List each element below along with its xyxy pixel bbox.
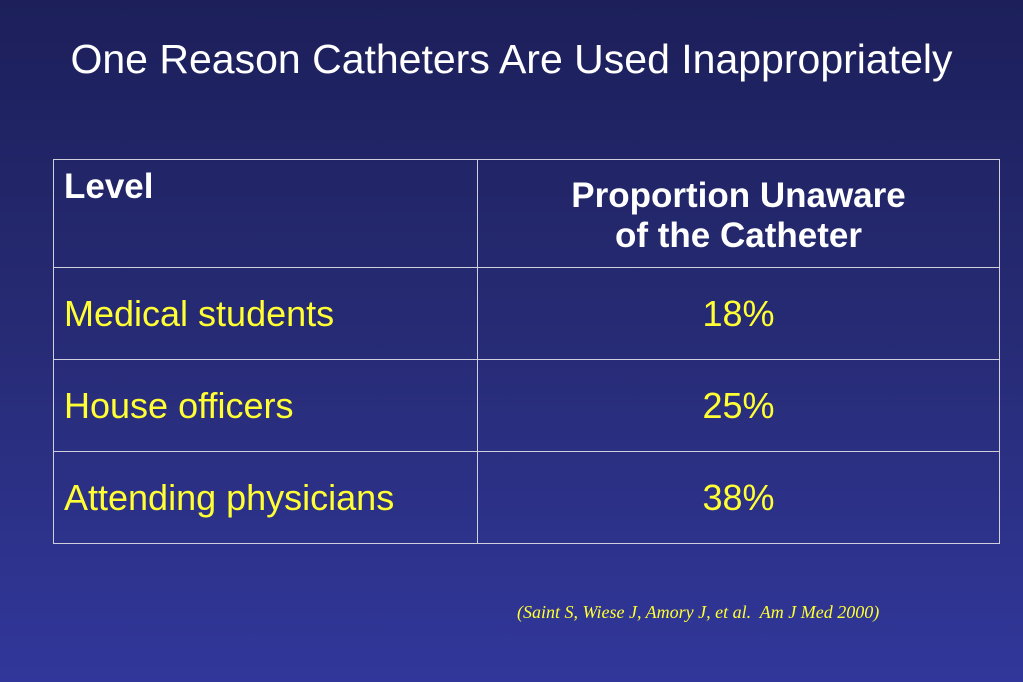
table-row: Medical students 18% [53,267,1000,360]
header-level: Level [53,159,478,268]
unawareness-table: Level Proportion Unaware of the Catheter… [53,159,1000,544]
table-header-row: Level Proportion Unaware of the Catheter [53,159,1000,268]
row-level: Attending physicians [53,451,478,544]
header-proportion-line1: Proportion Unaware [571,175,906,215]
citation: (Saint S, Wiese J, Amory J, et al. Am J … [517,602,880,622]
table-row: House officers 25% [53,359,1000,452]
slide-title: One Reason Catheters Are Used Inappropri… [70,36,953,82]
row-level: House officers [53,359,478,452]
header-proportion: Proportion Unaware of the Catheter [477,159,1000,268]
row-level: Medical students [53,267,478,360]
row-proportion: 38% [477,451,1000,544]
header-proportion-line2: of the Catheter [615,215,862,255]
row-proportion: 18% [477,267,1000,360]
row-proportion: 25% [477,359,1000,452]
table-row: Attending physicians 38% [53,451,1000,544]
